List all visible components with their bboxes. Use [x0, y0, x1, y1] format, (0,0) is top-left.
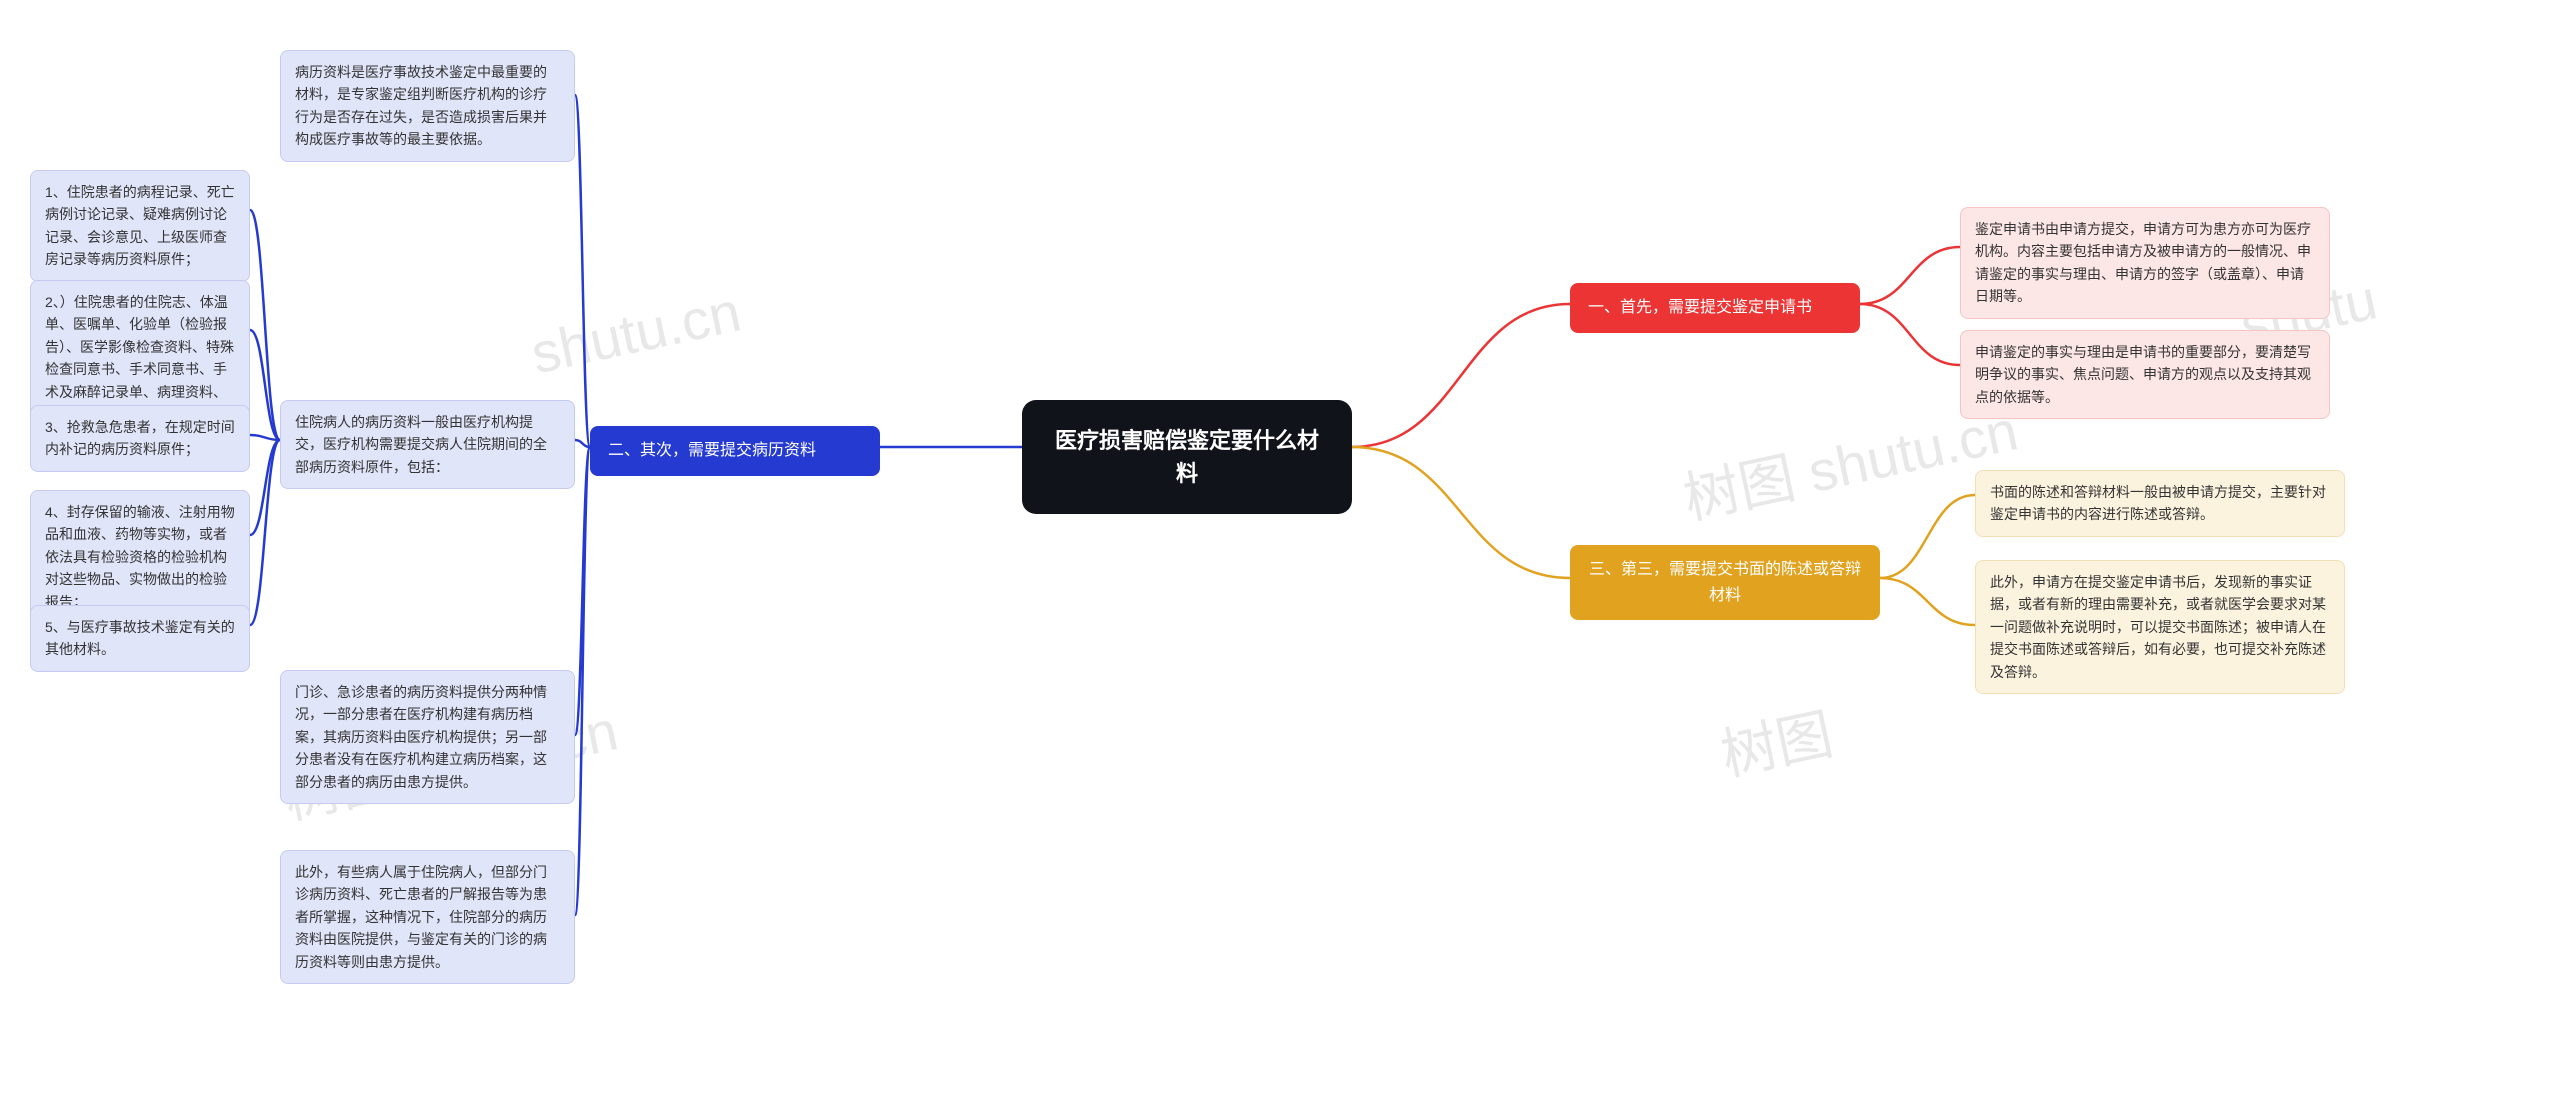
branch-3[interactable]: 三、第三，需要提交书面的陈述或答辩材料: [1570, 545, 1880, 620]
branch-3-label: 三、第三，需要提交书面的陈述或答辩材料: [1589, 561, 1861, 604]
leaf-text: 1、住院患者的病程记录、死亡病例讨论记录、疑难病例讨论记录、会诊意见、上级医师查…: [45, 184, 235, 267]
leaf-text: 病历资料是医疗事故技术鉴定中最重要的材料，是专家鉴定组判断医疗机构的诊疗行为是否…: [295, 64, 547, 147]
root-node[interactable]: 医疗损害赔偿鉴定要什么材料: [1022, 400, 1352, 514]
branch-2-intro[interactable]: 病历资料是医疗事故技术鉴定中最重要的材料，是专家鉴定组判断医疗机构的诊疗行为是否…: [280, 50, 575, 162]
branch-3-leaf-1[interactable]: 此外，申请方在提交鉴定申请书后，发现新的事实证据，或者有新的理由需要补充，或者就…: [1975, 560, 2345, 694]
leaf-text: 鉴定申请书由申请方提交，申请方可为患方亦可为医疗机构。内容主要包括申请方及被申请…: [1975, 221, 2311, 304]
leaf-text: 此外，申请方在提交鉴定申请书后，发现新的事实证据，或者有新的理由需要补充，或者就…: [1990, 574, 2326, 680]
branch-2-item-4[interactable]: 5、与医疗事故技术鉴定有关的其他材料。: [30, 605, 250, 672]
root-label: 医疗损害赔偿鉴定要什么材料: [1055, 428, 1319, 486]
watermark: shutu.cn: [526, 279, 747, 387]
branch-2-label: 二、其次，需要提交病历资料: [608, 442, 816, 459]
leaf-text: 住院病人的病历资料一般由医疗机构提交，医疗机构需要提交病人住院期间的全部病历资料…: [295, 414, 547, 475]
branch-2-outpatient[interactable]: 门诊、急诊患者的病历资料提供分两种情况，一部分患者在医疗机构建有病历档案，其病历…: [280, 670, 575, 804]
branch-1-label: 一、首先，需要提交鉴定申请书: [1588, 299, 1812, 316]
branch-2[interactable]: 二、其次，需要提交病历资料: [590, 426, 880, 476]
leaf-text: 2、）住院患者的住院志、体温单、医嘱单、化验单（检验报告）、医学影像检查资料、特…: [45, 294, 234, 422]
leaf-text: 3、抢救急危患者，在规定时间内补记的病历资料原件；: [45, 419, 235, 457]
branch-1-leaf-0[interactable]: 鉴定申请书由申请方提交，申请方可为患方亦可为医疗机构。内容主要包括申请方及被申请…: [1960, 207, 2330, 319]
branch-2-inpatient-lead[interactable]: 住院病人的病历资料一般由医疗机构提交，医疗机构需要提交病人住院期间的全部病历资料…: [280, 400, 575, 489]
leaf-text: 门诊、急诊患者的病历资料提供分两种情况，一部分患者在医疗机构建有病历档案，其病历…: [295, 684, 547, 790]
branch-2-item-3[interactable]: 4、封存保留的输液、注射用物品和血液、药物等实物，或者依法具有检验资格的检验机构…: [30, 490, 250, 624]
branch-2-additional[interactable]: 此外，有些病人属于住院病人，但部分门诊病历资料、死亡患者的尸解报告等为患者所掌握…: [280, 850, 575, 984]
branch-2-item-0[interactable]: 1、住院患者的病程记录、死亡病例讨论记录、疑难病例讨论记录、会诊意见、上级医师查…: [30, 170, 250, 282]
leaf-text: 4、封存保留的输液、注射用物品和血液、药物等实物，或者依法具有检验资格的检验机构…: [45, 504, 235, 610]
branch-2-item-2[interactable]: 3、抢救急危患者，在规定时间内补记的病历资料原件；: [30, 405, 250, 472]
leaf-text: 5、与医疗事故技术鉴定有关的其他材料。: [45, 619, 235, 657]
branch-1-leaf-1[interactable]: 申请鉴定的事实与理由是申请书的重要部分，要清楚写明争议的事实、焦点问题、申请方的…: [1960, 330, 2330, 419]
leaf-text: 此外，有些病人属于住院病人，但部分门诊病历资料、死亡患者的尸解报告等为患者所掌握…: [295, 864, 547, 970]
leaf-text: 书面的陈述和答辩材料一般由被申请方提交，主要针对鉴定申请书的内容进行陈述或答辩。: [1990, 484, 2326, 522]
leaf-text: 申请鉴定的事实与理由是申请书的重要部分，要清楚写明争议的事实、焦点问题、申请方的…: [1975, 344, 2311, 405]
branch-3-leaf-0[interactable]: 书面的陈述和答辩材料一般由被申请方提交，主要针对鉴定申请书的内容进行陈述或答辩。: [1975, 470, 2345, 537]
watermark: 树图: [1713, 689, 1839, 792]
branch-1[interactable]: 一、首先，需要提交鉴定申请书: [1570, 283, 1860, 333]
